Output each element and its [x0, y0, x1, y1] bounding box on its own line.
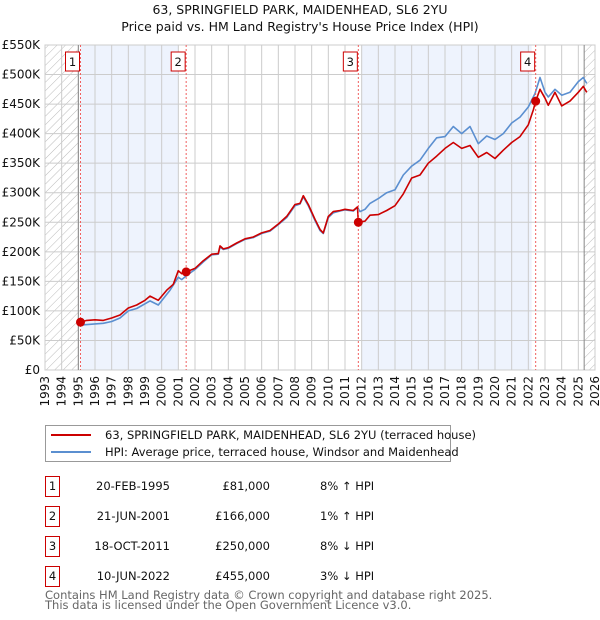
y-tick-label: £300K: [2, 186, 42, 200]
series-line-price: [80, 85, 588, 323]
x-tick-label: 2007: [271, 376, 285, 407]
y-tick-label: £250K: [2, 215, 42, 229]
transaction-date: 10-JUN-2022: [96, 569, 170, 583]
x-tick-label: 2010: [321, 376, 335, 407]
y-tick-label: £150K: [2, 274, 42, 288]
y-tick-label: £0: [25, 363, 40, 377]
x-tick-label: 2005: [238, 376, 252, 407]
chart-subtitle: Price paid vs. HM Land Registry's House …: [121, 19, 478, 34]
price-chart: 63, SPRINGFIELD PARK, MAIDENHEAD, SL6 2Y…: [2, 2, 600, 407]
x-tick-label: 2022: [521, 376, 535, 407]
sale-label: 2: [175, 55, 182, 69]
transaction-hpi-relation: 3% ↓ HPI: [320, 569, 375, 583]
x-tick-label: 2006: [255, 376, 269, 407]
y-tick-label: £200K: [2, 245, 42, 259]
x-tick-label: 1998: [121, 376, 135, 407]
y-tick-label: £550K: [2, 38, 42, 52]
sale-label-box: [65, 51, 80, 72]
y-tick-label: £500K: [2, 68, 42, 82]
sale-label: 1: [69, 55, 76, 69]
sale-point: [353, 217, 363, 227]
x-tick-label: 2001: [171, 376, 185, 407]
sale-point: [531, 96, 541, 106]
x-tick-label: 2025: [571, 376, 585, 407]
hatched-period: [584, 45, 595, 370]
x-tick-label: 2026: [588, 376, 600, 407]
sale-label-box: [170, 51, 186, 72]
x-tick-label: 1995: [71, 376, 85, 407]
transaction-price: £455,000: [215, 569, 270, 583]
transaction-date: 18-OCT-2011: [94, 539, 170, 553]
y-tick-label: £50K: [9, 333, 41, 347]
x-tick-label: 1997: [105, 376, 119, 407]
legend: 63, SPRINGFIELD PARK, MAIDENHEAD, SL6 2Y…: [45, 425, 476, 462]
x-tick-label: 2008: [288, 376, 302, 407]
x-tick-label: 2014: [388, 376, 402, 407]
transaction-date: 21-JUN-2001: [96, 509, 170, 523]
x-tick-label: 2003: [205, 376, 219, 407]
transaction-date: 20-FEB-1995: [96, 479, 170, 493]
x-tick-label: 2018: [455, 376, 469, 407]
legend-item-hpi: HPI: Average price, terraced house, Wind…: [46, 444, 459, 460]
legend-item-price: 63, SPRINGFIELD PARK, MAIDENHEAD, SL6 2Y…: [46, 427, 476, 443]
plot-frame: [44, 44, 596, 371]
transaction-number: 3: [45, 536, 60, 557]
legend-label-price: 63, SPRINGFIELD PARK, MAIDENHEAD, SL6 2Y…: [105, 428, 477, 442]
x-tick-label: 2024: [555, 376, 569, 407]
shaded-period: [361, 45, 532, 370]
transaction-price: £81,000: [222, 479, 270, 493]
x-tick-label: 2020: [488, 376, 502, 407]
x-tick-label: 2004: [221, 376, 235, 407]
sale-label-box: [342, 51, 358, 72]
transaction-number: 4: [45, 566, 60, 587]
x-tick-label: 1993: [38, 376, 52, 407]
y-tick-label: £450K: [2, 97, 42, 111]
x-tick-label: 1996: [88, 376, 102, 407]
transaction-hpi-relation: 8% ↓ HPI: [320, 539, 375, 553]
x-tick-label: 2000: [155, 376, 169, 407]
x-tick-label: 2019: [471, 376, 485, 407]
transaction-hpi-relation: 1% ↑ HPI: [320, 509, 375, 523]
x-tick-label: 2012: [355, 376, 369, 407]
x-tick-label: 2016: [421, 376, 435, 407]
sale-label-box: [520, 51, 536, 72]
x-tick-label: 2011: [338, 376, 352, 407]
x-tick-label: 1999: [138, 376, 152, 407]
footer: Contains HM Land Registry data © Crown c…: [45, 588, 493, 612]
footer-licence: This data is licensed under the Open Gov…: [45, 598, 412, 612]
x-tick-label: 2015: [405, 376, 419, 407]
chart-title: 63, SPRINGFIELD PARK, MAIDENHEAD, SL6 2Y…: [152, 2, 447, 17]
x-tick-label: 2013: [371, 376, 385, 407]
footer-copyright: Contains HM Land Registry data © Crown c…: [45, 588, 493, 602]
sale-label: 4: [524, 55, 531, 69]
legend-swatch-price: [51, 434, 91, 436]
x-tick-label: 2017: [438, 376, 452, 407]
sale-point: [76, 317, 85, 327]
x-tick-label: 2021: [505, 376, 519, 407]
y-tick-label: £100K: [2, 304, 42, 318]
x-tick-label: 1994: [55, 376, 69, 407]
transaction-hpi-relation: 8% ↑ HPI: [320, 479, 375, 493]
transaction-price: £250,000: [215, 539, 270, 553]
legend-label-hpi: HPI: Average price, terraced house, Wind…: [105, 445, 459, 459]
legend-swatch-hpi: [51, 451, 91, 453]
transaction-number: 2: [45, 506, 60, 527]
transaction-number: 1: [45, 476, 60, 497]
y-tick-label: £400K: [2, 127, 42, 141]
sale-point: [181, 267, 191, 277]
x-tick-label: 2009: [305, 376, 319, 407]
y-tick-label: £350K: [2, 156, 42, 170]
x-tick-label: 2023: [538, 376, 552, 407]
transaction-price: £166,000: [215, 509, 270, 523]
sale-label: 3: [347, 55, 354, 69]
x-tick-label: 2002: [188, 376, 202, 407]
